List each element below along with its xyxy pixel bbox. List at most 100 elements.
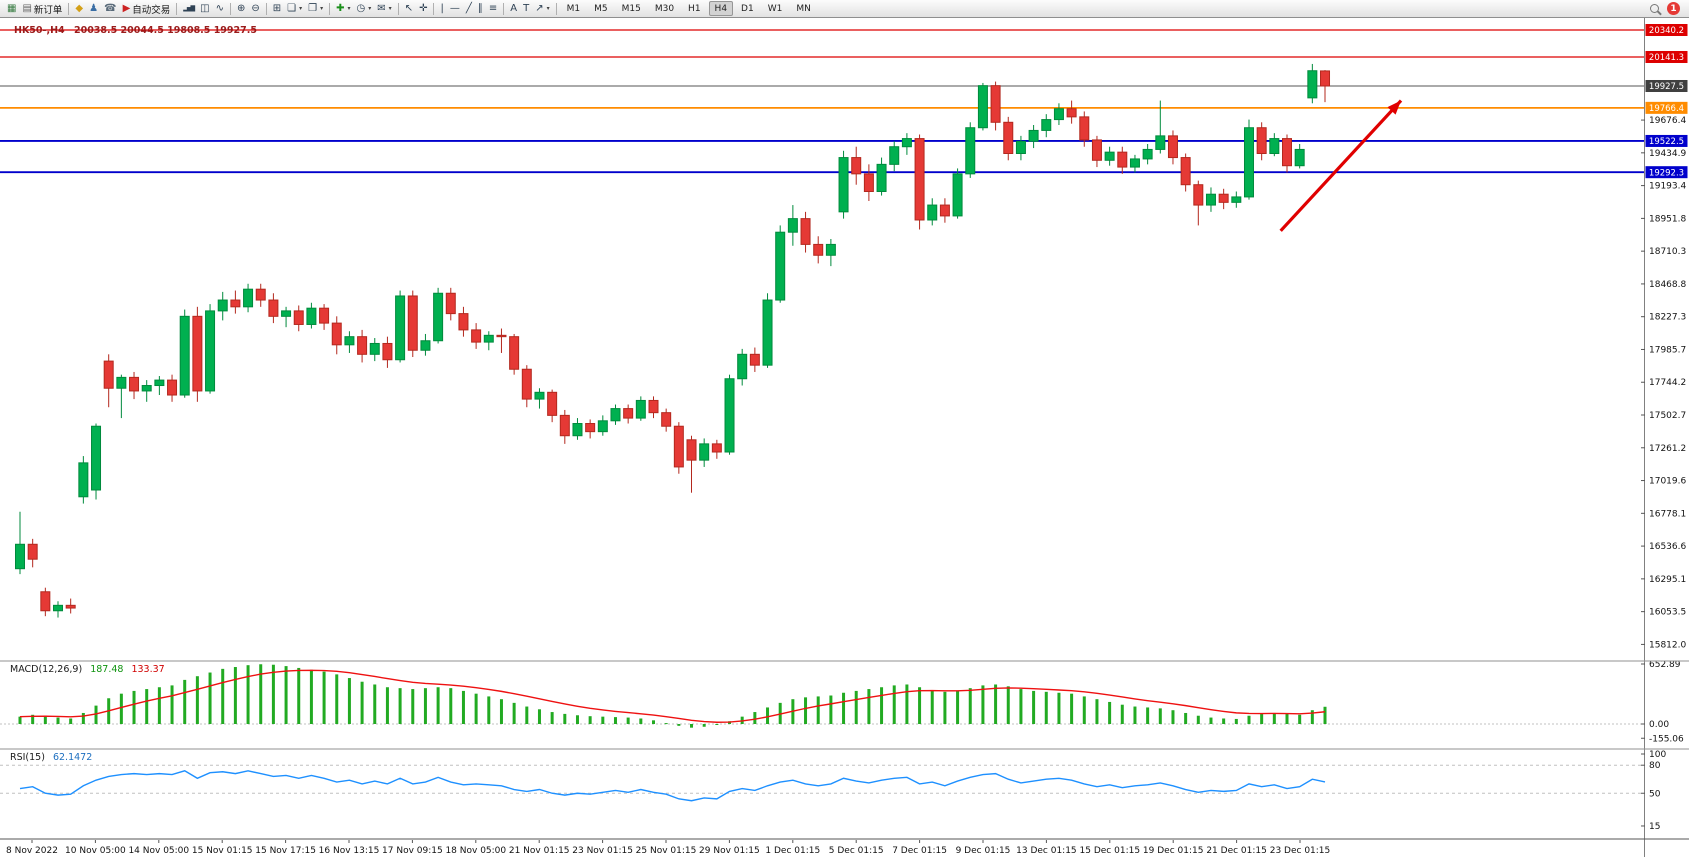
svg-text:1 Dec 01:15: 1 Dec 01:15 bbox=[765, 846, 820, 856]
svg-text:17 Nov 09:15: 17 Nov 09:15 bbox=[382, 846, 443, 856]
arrows-button[interactable]: ↗ ▾ bbox=[532, 1, 552, 17]
timeframe-m15-button[interactable]: M15 bbox=[621, 3, 641, 14]
svg-text:13 Dec 01:15: 13 Dec 01:15 bbox=[1016, 846, 1077, 856]
svg-text:17985.7: 17985.7 bbox=[1649, 345, 1686, 355]
svg-text:19766.4: 19766.4 bbox=[1649, 104, 1684, 114]
svg-text:15 Nov 17:15: 15 Nov 17:15 bbox=[255, 846, 316, 856]
svg-text:19292.3: 19292.3 bbox=[1649, 168, 1684, 178]
svg-text:652.89: 652.89 bbox=[1649, 660, 1681, 670]
templates-icon: ✉ bbox=[377, 2, 386, 14]
community-button[interactable]: ♟ bbox=[86, 1, 101, 17]
arrows-icon: ↗ bbox=[535, 2, 544, 14]
toolbar-separator bbox=[555, 2, 557, 15]
trendline-button[interactable]: ╱ bbox=[463, 1, 475, 17]
support-button[interactable]: ☎ bbox=[101, 1, 119, 17]
svg-text:9 Dec 01:15: 9 Dec 01:15 bbox=[956, 846, 1011, 856]
fibonacci-button[interactable]: ≡ bbox=[486, 1, 500, 17]
timeframe-m1-button[interactable]: M1 bbox=[566, 3, 581, 14]
timeframe-h1-button[interactable]: H1 bbox=[688, 3, 701, 14]
svg-text:7 Dec 01:15: 7 Dec 01:15 bbox=[892, 846, 947, 856]
tile-windows-button[interactable]: ⊞ bbox=[270, 1, 284, 17]
auto-trading-button-label: 自动交易 bbox=[132, 4, 171, 16]
timeframe-d1-button[interactable]: D1 bbox=[741, 3, 754, 14]
auto-trading-icon: ▶ bbox=[122, 2, 131, 14]
svg-text:80: 80 bbox=[1649, 761, 1661, 771]
arrange-windows-icon: ❐ bbox=[308, 2, 318, 14]
timeframe-m30-button[interactable]: M30 bbox=[654, 3, 675, 14]
bar-chart-button[interactable]: ▂▅▇ bbox=[180, 1, 197, 17]
line-chart-button[interactable]: ∿ bbox=[213, 1, 227, 17]
new-order-button[interactable]: ▤ 新订单 bbox=[19, 1, 65, 17]
svg-text:0.00: 0.00 bbox=[1649, 720, 1669, 730]
svg-text:15 Dec 01:15: 15 Dec 01:15 bbox=[1080, 846, 1141, 856]
svg-text:50: 50 bbox=[1649, 789, 1661, 799]
arrange-windows-button[interactable]: ❐ ▾ bbox=[305, 1, 326, 17]
ohlc-values: 20038.5 20044.5 19808.5 19927.5 bbox=[73, 25, 257, 36]
svg-text:-155.06: -155.06 bbox=[1649, 734, 1684, 744]
toolbar: ▦ ▤ 新订单 ◆ ♟ ☎ ▶ 自动交易 ▂▅▇ ◫ ∿ ⊕ ⊖ ⊞ ❏ ▾ ❐ ▾ ✚ ▾ ◷ ▾ ✉ ▾ ↖ ✛ | — ╱ ∥ ≡ A T… bbox=[0, 0, 1689, 18]
periods-button[interactable]: ◷ ▾ bbox=[354, 1, 375, 17]
price-axis[interactable]: 19676.4 19434.9 19193.4 18951.8 18710.3 18468… bbox=[1641, 18, 1689, 857]
new-order-icon: ▤ bbox=[22, 2, 32, 14]
svg-text:21 Nov 01:15: 21 Nov 01:15 bbox=[509, 846, 570, 856]
channel-icon: ∥ bbox=[477, 2, 483, 14]
channel-button[interactable]: ∥ bbox=[475, 1, 486, 17]
candlestick-chart-button[interactable]: ◫ bbox=[197, 1, 212, 17]
zoom-in-icon: ⊕ bbox=[236, 2, 246, 14]
macd-name: MACD(12,26,9) bbox=[10, 664, 83, 675]
svg-text:15812.0: 15812.0 bbox=[1649, 640, 1686, 650]
styles-button[interactable]: ◆ bbox=[72, 1, 86, 17]
symbol-ohlc-label: HK50-,H4 20038.5 20044.5 19808.5 19927.5 bbox=[14, 25, 263, 36]
vertical-line-button[interactable]: | bbox=[437, 1, 446, 17]
text-button[interactable]: A bbox=[507, 1, 520, 17]
cursor-button[interactable]: ↖ bbox=[402, 1, 416, 17]
text-label-button[interactable]: T bbox=[520, 1, 532, 17]
zoom-out-button[interactable]: ⊖ bbox=[248, 1, 262, 17]
svg-text:15 Nov 01:15: 15 Nov 01:15 bbox=[192, 846, 253, 856]
toolbar-groups: ▦ ▤ 新订单 ◆ ♟ ☎ ▶ 自动交易 ▂▅▇ ◫ ∿ ⊕ ⊖ ⊞ ❏ ▾ ❐ ▾ ✚ ▾ ◷ ▾ ✉ ▾ ↖ ✛ | — ╱ ∥ ≡ A T… bbox=[4, 1, 553, 17]
svg-text:14 Nov 05:00: 14 Nov 05:00 bbox=[128, 846, 189, 856]
svg-text:17019.6: 17019.6 bbox=[1649, 477, 1686, 487]
text-label-icon: T bbox=[523, 2, 530, 14]
timeframe-h4-button[interactable]: H4 bbox=[708, 1, 734, 16]
price-level-lines[interactable] bbox=[0, 29, 1644, 174]
toolbar-separator bbox=[503, 2, 505, 15]
auto-trading-button[interactable]: ▶ 自动交易 bbox=[120, 1, 174, 17]
toolbar-separator bbox=[265, 2, 267, 15]
zoom-in-button[interactable]: ⊕ bbox=[234, 1, 248, 17]
search-icon[interactable] bbox=[1650, 4, 1659, 13]
candles-series bbox=[15, 63, 1331, 618]
symbol-label: HK50-,H4 bbox=[14, 25, 65, 36]
caret-down-icon: ▾ bbox=[347, 5, 351, 12]
svg-text:19434.9: 19434.9 bbox=[1649, 149, 1686, 159]
svg-text:8 Nov 2022: 8 Nov 2022 bbox=[6, 846, 58, 856]
horizontal-line-button[interactable]: — bbox=[447, 1, 463, 17]
macd-signal-value: 133.37 bbox=[131, 664, 165, 675]
timeframe-w1-button[interactable]: W1 bbox=[767, 3, 783, 14]
timeframe-mn-button[interactable]: MN bbox=[796, 3, 811, 14]
indicators-button[interactable]: ✚ ▾ bbox=[333, 1, 353, 17]
caret-down-icon: ▾ bbox=[320, 5, 324, 12]
styles-icon: ◆ bbox=[75, 2, 84, 14]
svg-text:25 Nov 01:15: 25 Nov 01:15 bbox=[636, 846, 697, 856]
caret-down-icon: ▾ bbox=[368, 5, 372, 12]
vertical-line-icon: | bbox=[440, 2, 444, 14]
templates-button[interactable]: ✉ ▾ bbox=[374, 1, 394, 17]
svg-text:19676.4: 19676.4 bbox=[1649, 116, 1686, 126]
timeframe-m5-button[interactable]: M5 bbox=[594, 3, 608, 14]
cascade-windows-button[interactable]: ❏ ▾ bbox=[284, 1, 305, 17]
new-order-button-label: 新订单 bbox=[33, 4, 63, 16]
macd-indicator-label: MACD(12,26,9) 187.48 133.37 bbox=[10, 664, 170, 675]
rsi-value: 62.1472 bbox=[52, 752, 93, 763]
notification-badge[interactable]: 1 bbox=[1667, 2, 1680, 15]
new-chart-button[interactable]: ▦ bbox=[4, 1, 19, 17]
timeframe-bar: M1 M5 M15 M30 H1 H4 D1 W1 MN bbox=[560, 1, 818, 16]
toolbar-separator bbox=[329, 2, 331, 15]
indicators-icon: ✚ bbox=[336, 2, 345, 14]
svg-text:16536.6: 16536.6 bbox=[1649, 542, 1686, 552]
crosshair-button[interactable]: ✛ bbox=[416, 1, 430, 17]
time-axis[interactable]: 8 Nov 2022 10 Nov 05:00 14 Nov 05:00 15 Nov… bbox=[6, 840, 1330, 856]
trend-arrow-annotation[interactable] bbox=[1279, 99, 1403, 232]
